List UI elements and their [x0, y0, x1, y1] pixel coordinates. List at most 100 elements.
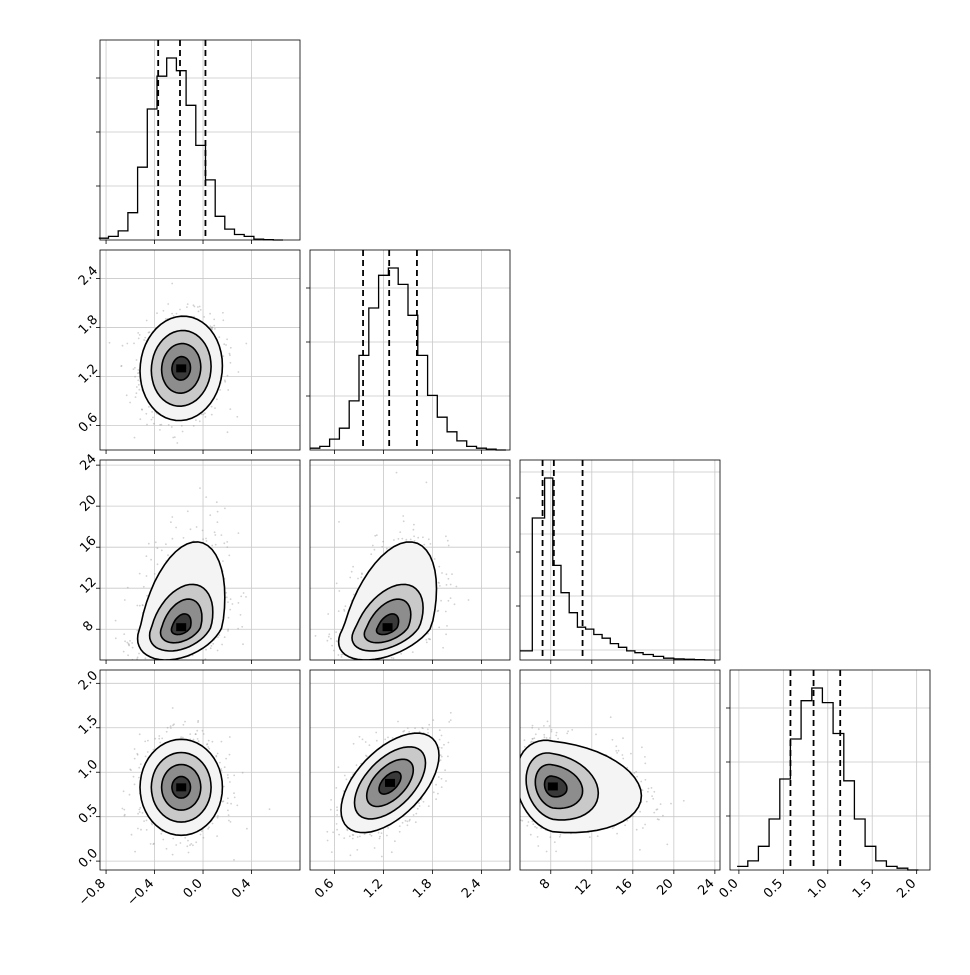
scatter-point — [233, 775, 235, 777]
scatter-point — [554, 841, 556, 843]
scatter-point — [136, 753, 138, 755]
scatter-point — [151, 824, 153, 826]
scatter-point — [151, 678, 153, 680]
scatter-point — [330, 809, 332, 811]
scatter-point — [168, 663, 170, 665]
scatter-point — [438, 776, 440, 778]
scatter-point — [222, 319, 224, 321]
scatter-point — [315, 635, 317, 637]
scatter-point — [448, 578, 450, 580]
scatter-point — [215, 755, 217, 757]
scatter-point — [419, 731, 421, 733]
scatter-point — [384, 739, 386, 741]
scatter-point — [414, 727, 416, 729]
scatter-point — [551, 729, 553, 731]
scatter-point — [229, 353, 231, 355]
scatter-point — [444, 769, 446, 771]
scatter-point — [327, 640, 329, 642]
scatter-point — [192, 844, 194, 846]
scatter-point — [335, 787, 337, 789]
scatter-point — [150, 843, 152, 845]
scatter-point — [360, 576, 362, 578]
histogram-step — [99, 58, 283, 240]
scatter-point — [143, 586, 145, 588]
scatter-point — [379, 838, 381, 840]
scatter-point — [200, 309, 202, 311]
scatter-point — [182, 431, 184, 433]
scatter-point — [123, 790, 125, 792]
scatter-point — [414, 540, 416, 542]
x-tick-label: 1.2 — [361, 876, 386, 901]
scatter-point — [371, 835, 373, 837]
scatter-point — [440, 600, 442, 602]
scatter-point — [153, 423, 155, 425]
scatter-point — [428, 538, 430, 540]
scatter-point — [446, 584, 448, 586]
scatter-point — [172, 538, 174, 540]
scatter-point — [392, 737, 394, 739]
scatter-point — [345, 605, 347, 607]
scatter-point — [140, 661, 142, 663]
scatter-point — [134, 437, 136, 439]
scatter-point — [450, 597, 452, 599]
scatter-point — [166, 848, 168, 850]
scatter-point — [342, 666, 344, 668]
scatter-point — [441, 572, 443, 574]
scatter-point — [137, 369, 139, 371]
scatter-point — [188, 852, 190, 854]
scatter-point — [428, 638, 430, 640]
scatter-point — [531, 821, 533, 823]
scatter-point — [180, 842, 182, 844]
scatter-point — [182, 660, 184, 662]
scatter-point — [189, 844, 191, 846]
scatter-point — [128, 643, 130, 645]
scatter-point — [405, 539, 407, 541]
scatter-point — [207, 828, 209, 830]
density-peak — [383, 623, 393, 631]
scatter-point — [434, 558, 436, 560]
scatter-point — [369, 744, 371, 746]
scatter-point — [236, 416, 238, 418]
x-tick-label: −0.8 — [76, 876, 109, 909]
y-tick-label: 8 — [80, 619, 96, 635]
scatter-point — [375, 732, 377, 734]
scatter-point — [368, 661, 370, 663]
scatter-point — [227, 431, 229, 433]
scatter-point — [439, 739, 441, 741]
scatter-point — [430, 543, 432, 545]
scatter-point — [413, 814, 415, 816]
scatter-point — [233, 792, 235, 794]
scatter-point — [195, 841, 197, 843]
scatter-point — [331, 851, 333, 853]
scatter-point — [127, 587, 129, 589]
scatter-point — [221, 534, 223, 536]
scatter-point — [205, 416, 207, 418]
scatter-point — [173, 315, 175, 317]
scatter-point — [438, 566, 440, 568]
x-tick-label: 0.4 — [229, 876, 254, 901]
scatter-point — [199, 420, 201, 422]
scatter-point — [364, 833, 366, 835]
scatter-point — [365, 755, 367, 757]
scatter-point — [138, 653, 140, 655]
scatter-point — [139, 334, 141, 336]
scatter-point — [341, 654, 343, 656]
scatter-point — [161, 738, 163, 740]
scatter-point — [450, 584, 452, 586]
scatter-point — [662, 815, 664, 817]
y-tick-label: 2.4 — [76, 263, 101, 288]
scatter-point — [211, 545, 213, 547]
scatter-point — [213, 319, 215, 321]
scatter-point — [318, 666, 320, 668]
scatter-point — [589, 836, 591, 838]
scatter-point — [131, 642, 133, 644]
scatter-point — [439, 585, 441, 587]
scatter-point — [173, 665, 175, 667]
scatter-point — [423, 801, 425, 803]
scatter-point — [174, 436, 176, 438]
scatter-point — [624, 824, 626, 826]
scatter-point — [398, 538, 400, 540]
scatter-point — [228, 820, 230, 822]
scatter-point — [418, 802, 420, 804]
